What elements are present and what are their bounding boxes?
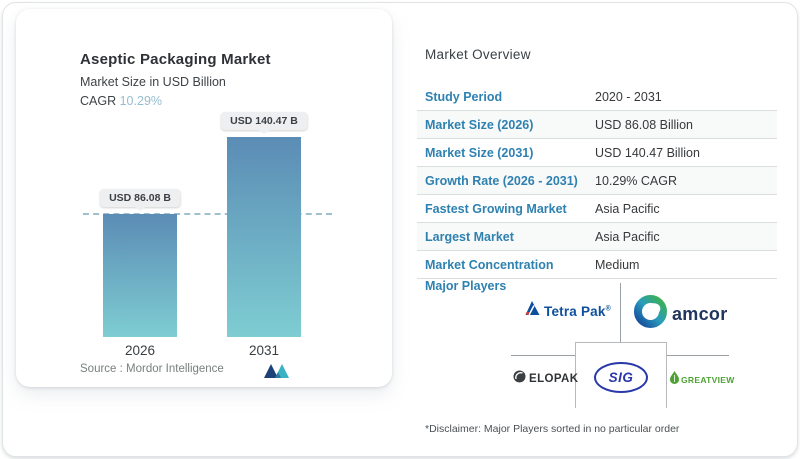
row-label: Growth Rate (2026 - 2031) [425, 173, 578, 188]
players-horizontal-line-right [664, 355, 729, 356]
table-row-market-size-2031: Market Size (2031) USD 140.47 Billion [417, 139, 777, 167]
table-row-growth-rate: Growth Rate (2026 - 2031) 10.29% CAGR [417, 167, 777, 195]
elopak-logo: ELOPAK [513, 370, 578, 388]
table-row-fastest-growing-market: Fastest Growing Market Asia Pacific [417, 195, 777, 223]
overview-heading: Market Overview [425, 47, 531, 62]
disclaimer-text: *Disclaimer: Major Players sorted in no … [425, 423, 680, 435]
row-label: Market Size (2026) [425, 117, 534, 132]
sig-logo: SIG [594, 362, 648, 393]
row-value: USD 140.47 Billion [595, 145, 700, 160]
chart-title: Aseptic Packaging Market [80, 51, 271, 68]
registered-mark: ® [605, 305, 611, 312]
bar-value-label-2026: USD 86.08 B [100, 189, 180, 207]
elopak-icon [513, 370, 526, 388]
reference-dashed-line [83, 213, 332, 215]
row-value: USD 86.08 Billion [595, 117, 693, 132]
overview-table: Study Period 2020 - 2031 Market Size (20… [417, 83, 777, 279]
x-axis-label-2026: 2026 [124, 343, 156, 358]
row-value: Asia Pacific [595, 229, 660, 244]
row-label: Market Size (2031) [425, 145, 534, 160]
row-label: Study Period [425, 89, 503, 104]
bar-value-label-2031: USD 140.47 B [221, 112, 307, 130]
greatview-logo: GREATVIEW [670, 371, 735, 389]
row-label: Fastest Growing Market [425, 201, 567, 216]
row-value: 2020 - 2031 [595, 89, 662, 104]
cagr-label: CAGR [80, 94, 117, 108]
players-horizontal-line-left [511, 355, 576, 356]
cagr-value: 10.29% [119, 94, 163, 108]
chart-subtitle: Market Size in USD Billion [80, 75, 226, 89]
table-row-study-period: Study Period 2020 - 2031 [417, 83, 777, 111]
greatview-wordmark: GREATVIEW [681, 375, 735, 385]
bar-2031 [227, 137, 301, 337]
cagr-line: CAGR 10.29% [80, 94, 162, 108]
market-chart-card: Aseptic Packaging Market Market Size in … [16, 9, 392, 387]
x-axis-label-2031: 2031 [248, 343, 280, 358]
mordor-intelligence-logo-icon [263, 362, 290, 384]
row-value: Asia Pacific [595, 201, 660, 216]
sig-wordmark: SIG [608, 370, 634, 385]
amcor-wordmark: amcor [672, 303, 728, 324]
tetra-pak-logo: Tetra Pak® [524, 301, 611, 321]
source-name: Mordor Intelligence [126, 363, 224, 375]
tetra-pak-icon [524, 301, 540, 321]
tetra-pak-wordmark: Tetra Pak® [544, 303, 611, 319]
players-vertical-divider [620, 283, 621, 342]
row-value: 10.29% CAGR [595, 173, 677, 188]
sig-logo-box: SIG [575, 342, 667, 408]
table-row-market-concentration: Market Concentration Medium [417, 251, 777, 279]
bar-2026 [103, 214, 177, 337]
row-label: Largest Market [425, 229, 514, 244]
table-row-largest-market: Largest Market Asia Pacific [417, 223, 777, 251]
amcor-logo: amcor [634, 295, 728, 333]
source-label: Source : [80, 363, 123, 375]
elopak-wordmark: ELOPAK [529, 373, 579, 385]
major-players-label: Major Players [425, 279, 507, 293]
row-value: Medium [595, 257, 640, 272]
row-label: Market Concentration [425, 257, 554, 272]
greatview-icon [670, 371, 679, 389]
source-attribution: Source : Mordor Intelligence [80, 363, 224, 375]
table-row-market-size-2026: Market Size (2026) USD 86.08 Billion [417, 111, 777, 139]
amcor-icon [634, 295, 667, 333]
